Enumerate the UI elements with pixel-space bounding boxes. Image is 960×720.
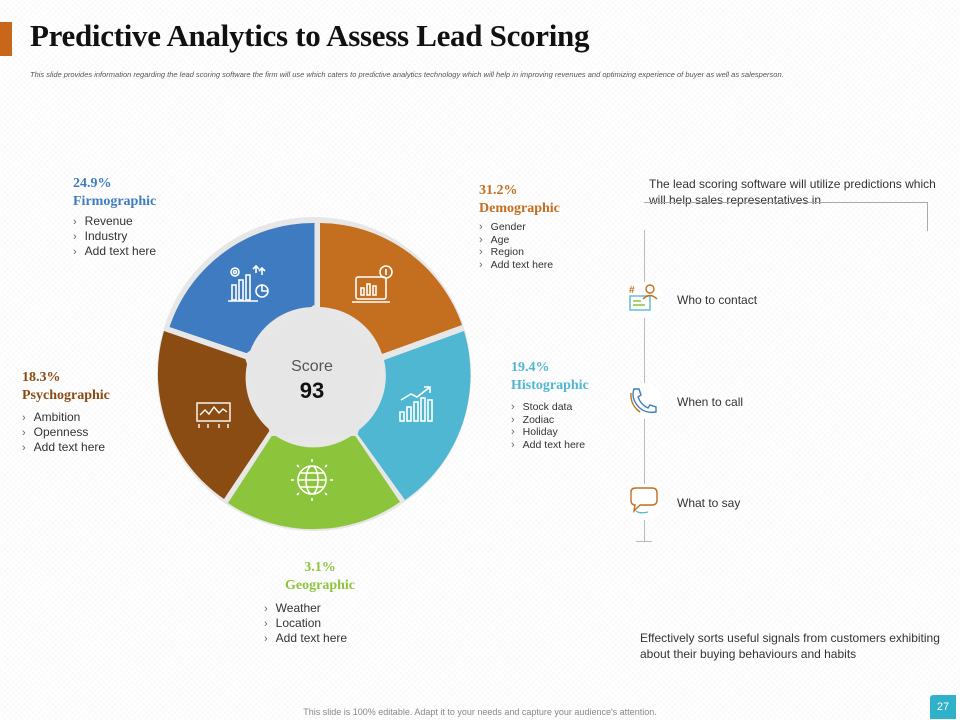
step-what-to-say: What to say <box>677 496 741 510</box>
psychographic-name: Psychographic <box>22 388 110 403</box>
list-item: Add text here <box>73 244 156 259</box>
list-item: Add text here <box>264 631 347 646</box>
firmographic-heading: 24.9% Firmographic <box>73 175 156 211</box>
histographic-list: Stock data Zodiac Holiday Add text here <box>511 401 585 452</box>
signals-note: Effectively sorts useful signals from cu… <box>640 631 940 661</box>
slide-subtitle: This slide provides information regardin… <box>30 70 784 79</box>
slide-title: Predictive Analytics to Assess Lead Scor… <box>30 18 590 53</box>
list-item: Stock data <box>511 401 585 414</box>
list-item: Ambition <box>22 410 105 425</box>
demographic-pct: 31.2% <box>479 183 518 198</box>
list-item: Add text here <box>22 440 105 455</box>
segment-geographic <box>228 434 400 530</box>
firmographic-name: Firmographic <box>73 194 157 209</box>
globe-icon <box>291 459 333 501</box>
speech-bubble-icon <box>626 484 662 520</box>
psychographic-heading: 18.3% Psychographic <box>22 369 110 405</box>
segment-demographic <box>320 223 462 354</box>
list-item: Zodiac <box>511 414 585 427</box>
list-item: Age <box>479 234 553 247</box>
geographic-pct: 3.1% <box>304 560 336 575</box>
phone-icon <box>626 383 662 419</box>
list-item: Weather <box>264 601 347 616</box>
step-when-to-call: When to call <box>677 395 744 409</box>
chart-settings-icon <box>228 264 269 302</box>
predictions-intro: The lead scoring software will utilize p… <box>649 177 936 207</box>
demographic-list: Gender Age Region Add text here <box>479 221 553 272</box>
geographic-name: Geographic <box>285 578 355 593</box>
psychographic-pct: 18.3% <box>22 370 61 385</box>
geographic-list: Weather Location Add text here <box>264 601 347 646</box>
dashboard-idea-icon <box>352 265 393 303</box>
score-label: Score <box>291 358 333 375</box>
intro-bracket <box>644 202 928 231</box>
page-number: 27 <box>930 695 956 719</box>
list-item: Gender <box>479 221 553 234</box>
geographic-heading: 3.1% Geographic <box>270 559 370 595</box>
list-item: Openness <box>22 425 105 440</box>
firmographic-list: Revenue Industry Add text here <box>73 214 156 259</box>
histographic-pct: 19.4% <box>511 360 550 375</box>
step-who-to-contact: Who to contact <box>677 293 758 307</box>
list-item: Region <box>479 246 553 259</box>
list-item: Add text here <box>479 259 553 272</box>
list-item: Holiday <box>511 426 585 439</box>
svg-text:#: # <box>629 285 635 296</box>
score-pentagon <box>244 305 384 436</box>
histographic-heading: 19.4% Histographic <box>511 359 589 395</box>
presentation-board-icon <box>196 402 231 428</box>
list-item: Location <box>264 616 347 631</box>
psychographic-list: Ambition Openness Add text here <box>22 410 105 455</box>
score-value: 93 <box>299 378 325 403</box>
histographic-name: Histographic <box>511 378 589 393</box>
title-accent-bar <box>0 22 12 56</box>
timeline-foot <box>636 541 652 542</box>
list-item: Industry <box>73 229 156 244</box>
growth-chart-icon <box>399 386 433 422</box>
firmographic-pct: 24.9% <box>73 176 112 191</box>
demographic-name: Demographic <box>479 201 560 216</box>
footer-note: This slide is 100% editable. Adapt it to… <box>303 707 657 717</box>
list-item: Add text here <box>511 439 585 452</box>
contact-card-icon: # <box>626 282 662 318</box>
demographic-heading: 31.2% Demographic <box>479 182 560 218</box>
segment-firmographic <box>169 222 315 354</box>
list-item: Revenue <box>73 214 156 229</box>
segment-psychographic <box>157 331 270 499</box>
